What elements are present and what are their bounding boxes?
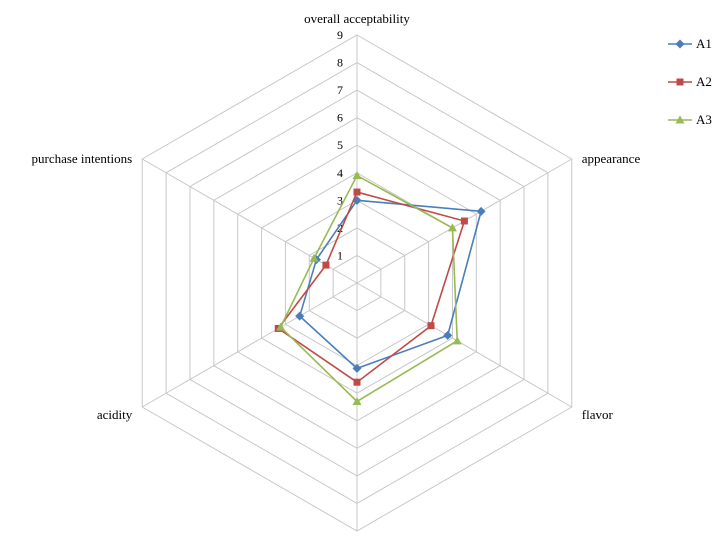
point-A3-1 (447, 223, 457, 232)
tick-label-4: 4 (337, 166, 343, 180)
point-A3-3 (352, 396, 362, 405)
axis-labels: overall acceptabilityappearanceflavorswe… (31, 11, 640, 544)
axis-label-flavor: flavor (582, 407, 614, 422)
series-group (274, 171, 486, 405)
legend-item-A2: A2 (668, 74, 712, 89)
radial-tick-labels: 1 2 3 4 5 6 7 8 9 (337, 28, 343, 262)
legend-label-A1: A1 (696, 36, 712, 51)
axis-label-acidity: acidity (97, 407, 133, 422)
tick-label-9: 9 (337, 28, 343, 42)
point-A2-2 (427, 322, 435, 330)
legend-label-A3: A3 (696, 112, 712, 127)
point-A2-5 (322, 261, 330, 269)
spoke-4 (141, 282, 358, 408)
point-A3-0 (352, 171, 362, 180)
series-A3 (276, 171, 462, 405)
tick-label-8: 8 (337, 56, 343, 70)
spoke-2 (356, 282, 573, 408)
axis-label-overall-acceptability: overall acceptability (304, 11, 410, 26)
radar-spokes (141, 35, 573, 531)
axis-label-purchase-intentions: purchase intentions (31, 151, 132, 166)
tick-label-3: 3 (337, 193, 343, 207)
legend-marker-A2 (676, 78, 684, 86)
legend-marker-A1 (675, 39, 685, 49)
legend-marker-A3 (675, 115, 685, 124)
spoke-5 (141, 158, 358, 284)
legend-item-A1: A1 (668, 36, 712, 51)
axis-label-appearance: appearance (582, 151, 641, 166)
legend-item-A3: A3 (668, 112, 712, 127)
series-A2 (274, 188, 468, 386)
tick-label-1: 1 (337, 248, 343, 262)
legend: A1 A2 A3 (668, 36, 712, 127)
tick-label-7: 7 (337, 83, 343, 97)
point-A2-1 (460, 217, 468, 225)
point-A1-4 (295, 311, 305, 321)
tick-label-5: 5 (337, 138, 343, 152)
legend-label-A2: A2 (696, 74, 712, 89)
point-A3-5 (309, 253, 319, 262)
point-A2-0 (353, 188, 361, 196)
point-A3-2 (452, 336, 462, 345)
point-A3-4 (276, 322, 286, 331)
point-A2-3 (353, 378, 361, 386)
point-A1-1 (476, 206, 486, 216)
tick-label-2: 2 (337, 221, 343, 235)
point-A1-2 (443, 330, 453, 340)
point-A1-3 (352, 363, 362, 373)
tick-label-6: 6 (337, 111, 343, 125)
